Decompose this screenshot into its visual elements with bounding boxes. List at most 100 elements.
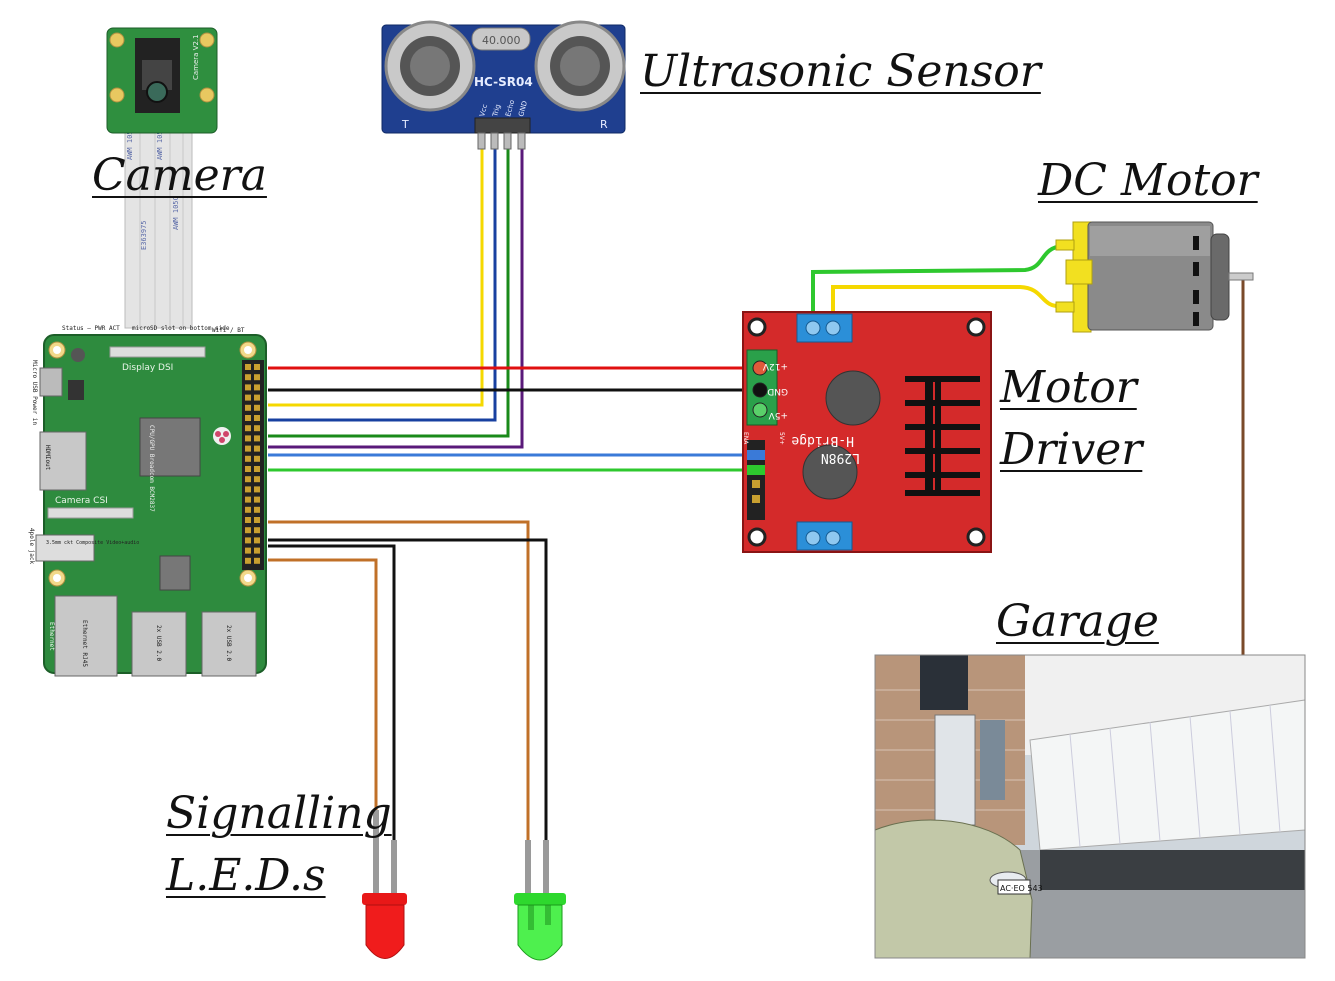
driver-capacitor-1: [825, 370, 881, 426]
gpio-pin: [245, 486, 251, 493]
driver-model-label: L298N: [821, 450, 860, 465]
camera-lens-icon: [146, 81, 168, 103]
driver-gnd-label: GND: [767, 386, 788, 396]
gpio-pin: [245, 394, 251, 401]
gpio-pin: [245, 496, 251, 503]
green-led-gnd-wire: [268, 538, 548, 840]
sensor-gnd-wire: [268, 148, 524, 449]
gpio-pin: [254, 486, 260, 493]
rpi-hdmi-port: [39, 431, 87, 491]
camera-board-text: Camera V2.1: [192, 34, 200, 80]
sensor-trig-wire: [268, 148, 497, 422]
gpio-pin: [245, 384, 251, 391]
gpio-pin: [254, 547, 260, 554]
ultrasonic-sensor-label: Ultrasonic Sensor: [640, 46, 1041, 97]
gpio-pin: [245, 404, 251, 411]
sensor-pin-vcc: Vcc: [478, 103, 489, 117]
sensor-r-label: R: [600, 118, 608, 131]
green-led: [514, 840, 566, 961]
gpio-pin: [245, 435, 251, 442]
motor-driver: +12V GND +5V H-Bridge L298N ENA: [742, 311, 992, 553]
rpi-usb-label-1: 2x USB 2.0: [155, 625, 162, 662]
gpio-pin: [245, 455, 251, 462]
gpio-pin: [245, 415, 251, 421]
driver-ena-label: ENA: [742, 432, 749, 445]
svg-text:E363975: E363975: [140, 220, 148, 250]
sensor-pin-header: [474, 117, 531, 134]
sensor-t-label: T: [401, 118, 409, 131]
gpio-pin: [254, 435, 260, 442]
gpio-pin: [245, 374, 251, 381]
rpi-ethernet-label: Ethernet RJ45: [81, 620, 88, 667]
car-plate: AC·EO 543: [1000, 884, 1043, 893]
rpi-camera-connector: [47, 507, 134, 519]
rpi-usb-label-2: 2x USB 2.0: [225, 625, 232, 662]
rpi-ethernet-port: [54, 595, 118, 677]
gpio-pin: [245, 445, 251, 452]
gpio-pin: [245, 517, 251, 523]
gpio-pin: [254, 404, 260, 411]
gpio-pin: [245, 506, 251, 513]
garage-label: Garage: [996, 596, 1159, 647]
rpi-cpu-chip: [139, 417, 201, 477]
rpi-small-chip: [159, 555, 191, 591]
rpi-ethernet-side-label: Ethernet: [48, 622, 55, 651]
rpi-hdmi-label: HDMIout: [44, 445, 51, 471]
driver-capacitor-2: [802, 444, 858, 500]
red-led: [362, 810, 407, 959]
gpio-pin: [254, 445, 260, 452]
camera-label: Camera: [92, 150, 267, 201]
svg-text:AWM 105C: AWM 105C: [156, 126, 164, 160]
rpi-usb-port-1: [131, 611, 187, 677]
leds-label-line2: L.E.D.s: [166, 850, 326, 901]
gpio-pin: [254, 415, 260, 421]
gpio-pin: [254, 496, 260, 503]
gpio-pin: [245, 466, 251, 472]
gpio-pin: [254, 384, 260, 391]
gpio-pin: [254, 517, 260, 523]
camera-ribbon-cable: [124, 127, 193, 329]
rpi-jack-label: 4pole jack: [28, 528, 35, 565]
sensor-crystal-label: 40.000: [482, 34, 521, 47]
rpi-audio-label: 3.5mm ckt Composite Video+audio: [46, 540, 139, 546]
gpio-pin: [245, 547, 251, 554]
camera-module: AWM 105C AWM 105C AWM 105C E363975 Camer…: [106, 27, 218, 329]
rpi-cpu-label: CPU/GPU Broadcom BCM2837: [148, 425, 155, 512]
gpio-pin: [254, 527, 260, 534]
rpi-display-connector: [109, 346, 206, 358]
gpio-pin: [254, 476, 260, 483]
rpi-status-label: Status — PWR ACT: [62, 325, 120, 332]
gpio-pin: [245, 476, 251, 483]
gpio-pin: [254, 394, 260, 401]
gpio-pin: [245, 527, 251, 534]
driver-motor-terminal: [796, 313, 853, 343]
rpi-power-label: Micro USB Power in: [31, 360, 38, 425]
gpio-pin: [254, 537, 260, 544]
motor-driver-label-line1: Motor: [1000, 362, 1137, 413]
rpi-audio-jack: [35, 534, 95, 562]
gpio-pin: [245, 557, 251, 564]
rpi-sd-label: microSD slot on bottom side: [132, 325, 230, 332]
rpi-camera-label: Camera CSI: [55, 496, 108, 506]
leds-label-line1: Signalling: [166, 788, 392, 839]
sensor-pin-gnd: GND: [517, 100, 529, 118]
gpio-pin: [254, 557, 260, 564]
motor-shaft: [1228, 272, 1254, 281]
gpio-pin: [245, 537, 251, 544]
ultrasonic-sensor: 40.000 HC-SR04 T R Vcc Trig Echo GND: [381, 20, 626, 150]
raspberry-pi: Display DSI Status — PWR ACT microSD slo…: [28, 325, 267, 677]
sensor-model-label: HC-SR04: [474, 75, 533, 89]
green-led-signal-wire: [268, 520, 530, 840]
red-led-gnd-wire: [268, 544, 396, 840]
sensor-echo-wire: [268, 148, 510, 438]
driver-5v-label: +5V: [768, 410, 788, 420]
red-led-signal-wire: [268, 558, 378, 810]
rpi-display-label: Display DSI: [122, 363, 173, 373]
gpio-pin: [245, 364, 251, 370]
driver-board: [742, 311, 992, 553]
rpi-usb-port-2: [201, 611, 257, 677]
gpio-pin: [254, 506, 260, 513]
driver-bridge-label: H-Bridge: [791, 433, 854, 448]
garage-photo: AC·EO 543: [874, 654, 1306, 959]
